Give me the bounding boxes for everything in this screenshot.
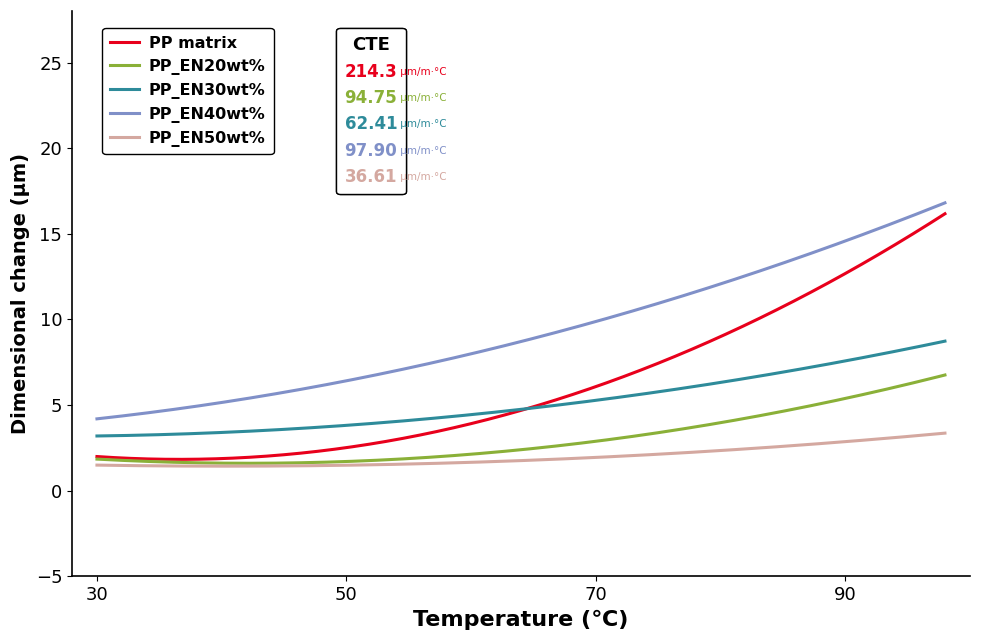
PP_EN20wt% (495, 448, 507, 456)
PP_EN20wt% (920, 376, 932, 383)
PP_EN50wt% (597, 453, 609, 461)
Text: μm/m·°C: μm/m·°C (397, 146, 447, 156)
PP_EN30wt% (918, 342, 930, 349)
PP_EN30wt% (493, 408, 505, 415)
PP_EN20wt% (500, 447, 512, 455)
PP_EN20wt% (551, 442, 563, 450)
PP_EN50wt% (939, 429, 951, 437)
PP_EN20wt% (91, 455, 103, 463)
PP matrix (788, 297, 800, 305)
PP_EN50wt% (220, 462, 232, 470)
PP matrix (173, 456, 184, 463)
PP_EN30wt% (786, 367, 798, 374)
Y-axis label: Dimensional change (μm): Dimensional change (μm) (11, 153, 30, 435)
PP_EN50wt% (788, 442, 800, 449)
PP_EN20wt% (939, 371, 951, 379)
Line: PP_EN40wt%: PP_EN40wt% (97, 203, 945, 419)
PP_EN50wt% (920, 431, 932, 438)
PP_EN50wt% (500, 457, 512, 465)
PP_EN40wt% (595, 316, 607, 324)
PP_EN20wt% (242, 460, 254, 467)
PP matrix (551, 395, 563, 403)
PP matrix (939, 210, 951, 217)
Line: PP_EN20wt%: PP_EN20wt% (97, 375, 945, 463)
Line: PP_EN30wt%: PP_EN30wt% (97, 341, 945, 436)
Line: PP matrix: PP matrix (97, 213, 945, 460)
PP_EN30wt% (91, 432, 103, 440)
PP_EN50wt% (495, 458, 507, 465)
PP matrix (500, 411, 512, 419)
PP_EN20wt% (788, 405, 800, 413)
PP matrix (920, 222, 932, 229)
PP_EN40wt% (499, 342, 511, 349)
PP matrix (91, 453, 103, 460)
PP_EN50wt% (91, 462, 103, 469)
PP_EN30wt% (499, 407, 511, 415)
Text: μm/m·°C: μm/m·°C (397, 67, 447, 76)
Text: μm/m·°C: μm/m·°C (397, 119, 446, 129)
PP_EN40wt% (550, 329, 562, 337)
PP_EN40wt% (493, 343, 505, 351)
Text: μm/m·°C: μm/m·°C (397, 172, 446, 182)
PP matrix (597, 380, 609, 388)
PP_EN30wt% (550, 401, 562, 409)
Legend: 214.3, 94.75, 62.41, 97.90, 36.61: 214.3, 94.75, 62.41, 97.90, 36.61 (336, 28, 406, 194)
PP_EN40wt% (918, 207, 930, 215)
PP_EN40wt% (939, 199, 951, 206)
PP matrix (495, 412, 507, 420)
X-axis label: Temperature (℃): Temperature (℃) (413, 610, 629, 630)
PP_EN30wt% (595, 395, 607, 403)
Line: PP_EN50wt%: PP_EN50wt% (97, 433, 945, 466)
Text: μm/m·°C: μm/m·°C (397, 93, 447, 103)
PP_EN30wt% (939, 337, 951, 345)
PP_EN40wt% (91, 415, 103, 422)
PP_EN20wt% (597, 437, 609, 444)
PP_EN50wt% (551, 455, 563, 463)
PP_EN40wt% (786, 256, 798, 264)
